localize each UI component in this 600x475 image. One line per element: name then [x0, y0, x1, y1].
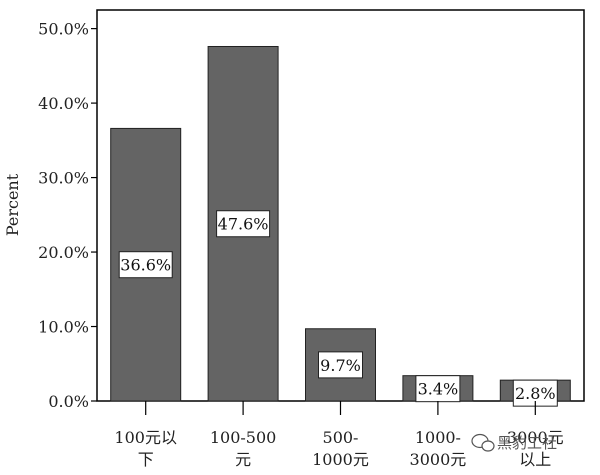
- data-label-box: [118, 251, 173, 279]
- watermark: 黑豹工社: [471, 433, 557, 452]
- data-label: 47.6%: [216, 210, 271, 238]
- watermark-text: 黑豹工社: [497, 434, 557, 452]
- data-label-text: 47.6%: [218, 215, 269, 234]
- data-label-text: 36.6%: [120, 256, 171, 275]
- data-label-box: [415, 375, 461, 403]
- x-tick-label: 3000元以上: [507, 428, 564, 469]
- x-tick-label: 100元以下: [114, 428, 177, 469]
- data-label-text: 3.4%: [418, 380, 459, 399]
- data-label-text: 9.7%: [320, 356, 361, 375]
- data-label-box: [318, 351, 363, 379]
- y-tick-label: 20.0%: [38, 243, 89, 262]
- x-tick-label: 500-1000元: [312, 428, 369, 469]
- y-tick-label: 40.0%: [38, 94, 89, 113]
- data-label: 36.6%: [118, 251, 173, 279]
- bars: 36.6% 47.6% 9.7% 3.4% 2.8%: [110, 45, 571, 407]
- x-tick-label: 1000-3000元: [410, 428, 467, 469]
- y-tick-label: 0.0%: [48, 392, 89, 411]
- data-label: 3.4%: [415, 375, 461, 403]
- y-axis: 0.0% 10.0% 20.0% 30.0% 40.0% 50.0%: [38, 20, 97, 411]
- wechat-icon: [471, 433, 495, 452]
- y-tick-label: 50.0%: [38, 20, 89, 39]
- data-label: 9.7%: [318, 351, 363, 379]
- y-tick-label: 10.0%: [38, 318, 89, 337]
- x-axis: 100元以下 100-500 元 500-1000元 1000-3000元 3000元以上: [114, 401, 564, 469]
- y-axis-label: Percent: [3, 173, 22, 236]
- data-label-text: 2.8%: [515, 384, 556, 403]
- data-label-box: [216, 210, 271, 238]
- x-tick-label: 100-500 元: [210, 428, 276, 469]
- y-tick-label: 30.0%: [38, 169, 89, 188]
